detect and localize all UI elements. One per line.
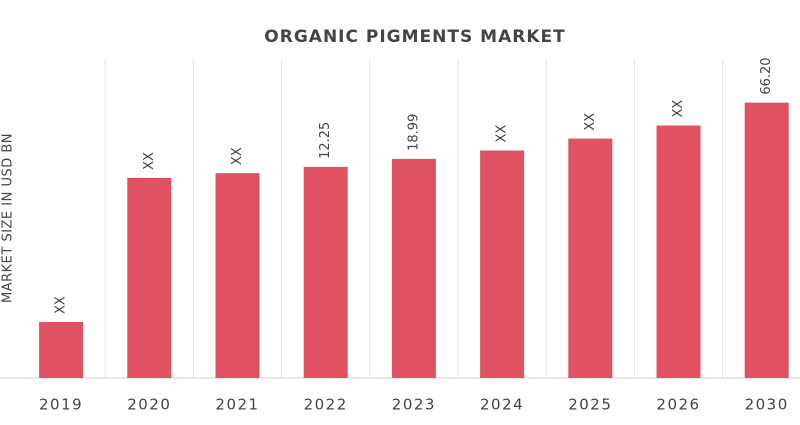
x-tick-label: 2026 xyxy=(656,396,700,414)
value-label: XX xyxy=(583,113,598,131)
bar xyxy=(127,177,172,378)
value-label: XX xyxy=(671,100,686,118)
bar xyxy=(391,158,436,378)
x-tick-label: 2022 xyxy=(304,396,348,414)
bar xyxy=(39,322,84,378)
x-tick-label: 2019 xyxy=(39,396,83,414)
x-tick-label: 2030 xyxy=(745,396,789,414)
value-label: 12.25 xyxy=(318,122,333,159)
bar xyxy=(568,138,613,378)
chart-title: ORGANIC PIGMENTS MARKET xyxy=(264,27,565,47)
x-tick-label: 2023 xyxy=(392,396,436,414)
value-label: XX xyxy=(230,147,245,165)
y-axis-label: MARKET SIZE IN USD BN xyxy=(1,133,16,303)
value-label: 18.99 xyxy=(406,114,421,151)
value-label: XX xyxy=(495,125,510,143)
x-tick-label: 2021 xyxy=(215,396,259,414)
bar xyxy=(656,125,701,378)
value-label: XX xyxy=(142,152,157,170)
x-tick-label: 2024 xyxy=(480,396,524,414)
bar xyxy=(215,173,260,378)
x-tick-label: 2020 xyxy=(127,396,171,414)
bar xyxy=(480,150,525,378)
x-tick-label: 2025 xyxy=(568,396,612,414)
value-label: 66.20 xyxy=(759,57,774,94)
value-label: XX xyxy=(54,296,69,314)
bar xyxy=(744,102,789,379)
bar xyxy=(303,166,348,378)
